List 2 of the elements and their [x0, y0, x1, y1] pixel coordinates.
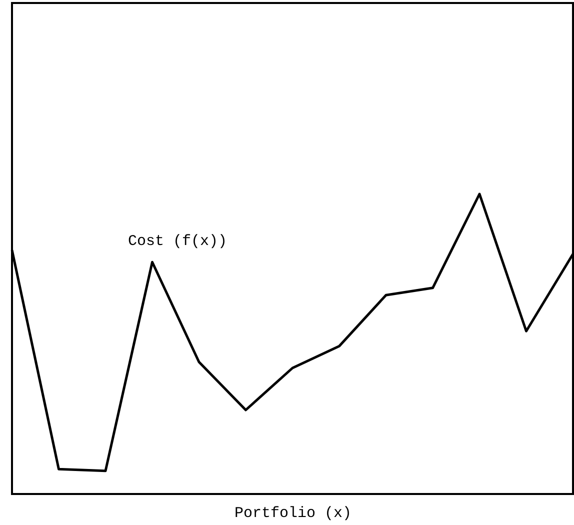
- series-label: Cost (f(x)): [128, 233, 228, 250]
- x-axis-title: Portfolio (x): [234, 505, 352, 522]
